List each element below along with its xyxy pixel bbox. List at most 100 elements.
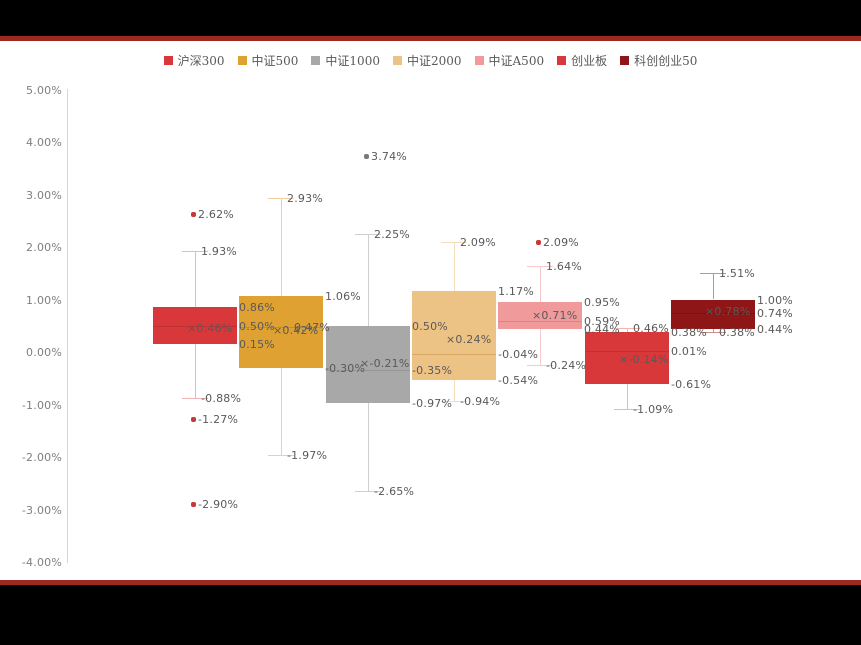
mean-label: ×0.24% — [446, 333, 492, 347]
legend-item: 中证1000 — [311, 52, 380, 69]
mean-label: ×0.71% — [532, 308, 578, 322]
upper-whisker-cap — [182, 250, 208, 252]
legend-label: 创业板 — [571, 54, 608, 68]
median-label: -0.35% — [412, 364, 453, 378]
whisker-low-label: -0.88% — [201, 392, 242, 406]
q1-label: -0.97% — [412, 396, 453, 410]
q1-label: -0.54% — [498, 374, 539, 388]
y-axis-line — [67, 89, 68, 563]
upper-whisker-cap — [441, 242, 467, 244]
lower-whisker-line — [281, 367, 282, 456]
lower-whisker-line — [368, 402, 369, 492]
legend-label: 科创创业50 — [634, 54, 698, 68]
lower-whisker-cap — [614, 409, 640, 411]
whisker-high-label: 1.51% — [719, 266, 755, 280]
legend-item: 科创创业50 — [620, 52, 697, 69]
whisker-high-label: 2.25% — [374, 227, 410, 241]
bottom-black-band — [0, 585, 861, 645]
upper-whisker-cap — [527, 265, 553, 267]
legend-item: 创业板 — [557, 52, 607, 69]
q1-label: 0.44% — [757, 322, 793, 336]
legend-item: 中证A500 — [474, 52, 545, 69]
median-label: 0.01% — [671, 345, 707, 359]
median-line — [585, 351, 669, 353]
whisker-high-label: 1.64% — [546, 259, 582, 273]
mean-label: ×0.78% — [705, 305, 751, 319]
legend-swatch-icon — [392, 56, 402, 65]
whisker-high-label: 0.46% — [633, 321, 669, 335]
median-line — [239, 327, 323, 329]
legend-swatch-icon — [557, 56, 567, 65]
legend-swatch-icon — [311, 56, 321, 65]
legend-swatch-icon — [474, 56, 484, 65]
median-line — [412, 354, 496, 356]
upper-whisker-line — [195, 250, 196, 307]
whisker-high-label: 1.93% — [201, 244, 237, 258]
upper-whisker-cap — [355, 233, 381, 235]
legend-label: 中证2000 — [406, 54, 462, 68]
median-label: -0.04% — [498, 348, 539, 362]
lower-whisker-cap — [355, 491, 381, 493]
upper-whisker-line — [713, 272, 714, 300]
boxplot-box — [326, 325, 410, 403]
upper-whisker-cap — [268, 198, 294, 200]
lower-whisker-line — [454, 380, 455, 402]
upper-whisker-line — [627, 327, 628, 333]
q3-label: 1.17% — [498, 284, 534, 298]
lower-whisker-line — [627, 384, 628, 410]
whisker-low-label: -0.24% — [546, 358, 587, 372]
y-axis-tick-label: -2.00% — [21, 451, 62, 464]
q3-label: 0.95% — [584, 296, 620, 310]
q1-label: 0.44% — [584, 322, 620, 336]
lower-whisker-line — [195, 344, 196, 399]
y-axis-tick-label: -1.00% — [21, 398, 62, 412]
outlier-label: -2.90% — [198, 498, 239, 512]
outlier-label: 2.62% — [198, 208, 234, 222]
bottom-red-rule — [0, 580, 861, 585]
legend-label: 中证A500 — [488, 54, 545, 68]
outlier-label: 2.09% — [543, 236, 579, 250]
boxplot-box — [585, 332, 669, 385]
y-axis-tick-label: -4.00% — [21, 556, 62, 569]
median-line — [326, 370, 410, 372]
lower-whisker-cap — [268, 455, 294, 457]
mean-label: ×0.46% — [187, 321, 233, 335]
whisker-low-label: 0.38% — [719, 326, 755, 340]
lower-whisker-cap — [441, 401, 467, 403]
outlier-dot — [536, 240, 541, 246]
median-label: 0.47% — [294, 321, 330, 335]
q3-label: 0.50% — [412, 319, 448, 333]
median-label: 0.59% — [584, 315, 620, 329]
q3-label: 1.06% — [325, 290, 361, 304]
whisker-low-label: -1.97% — [287, 449, 328, 463]
boxplot-box — [671, 299, 755, 329]
top-black-band — [0, 0, 861, 36]
whisker-high-label: 2.93% — [287, 192, 323, 206]
boxplot-box — [239, 296, 323, 368]
whisker-high-label: 2.09% — [460, 236, 496, 250]
q1-label: 0.15% — [239, 338, 275, 352]
outlier-dot — [191, 502, 196, 508]
lower-whisker-line — [540, 328, 541, 365]
chart-legend: 沪深300 中证500 中证1000 中证2000 中证A500 创业板 科创创业50 — [0, 52, 861, 69]
upper-whisker-line — [368, 233, 369, 326]
q3-label: 1.00% — [757, 293, 793, 307]
outlier-dot — [364, 153, 369, 159]
lower-whisker-line — [713, 328, 714, 333]
y-axis-tick-label: 0.00% — [26, 346, 62, 359]
boxplot-box — [153, 306, 237, 345]
lower-whisker-cap — [700, 332, 726, 334]
lower-whisker-cap — [182, 398, 208, 400]
q1-label: -0.30% — [325, 361, 366, 375]
outlier-label: 3.74% — [371, 149, 407, 163]
legend-label: 沪深300 — [177, 54, 225, 68]
legend-swatch-icon — [237, 56, 247, 65]
median-line — [153, 325, 237, 327]
y-axis-tick-label: -3.00% — [21, 503, 62, 517]
legend-swatch-icon — [163, 56, 173, 65]
legend-swatch-icon — [620, 56, 630, 65]
upper-whisker-line — [281, 198, 282, 297]
median-line — [671, 313, 755, 315]
lower-whisker-cap — [527, 364, 553, 366]
boxplot-box — [412, 290, 496, 381]
